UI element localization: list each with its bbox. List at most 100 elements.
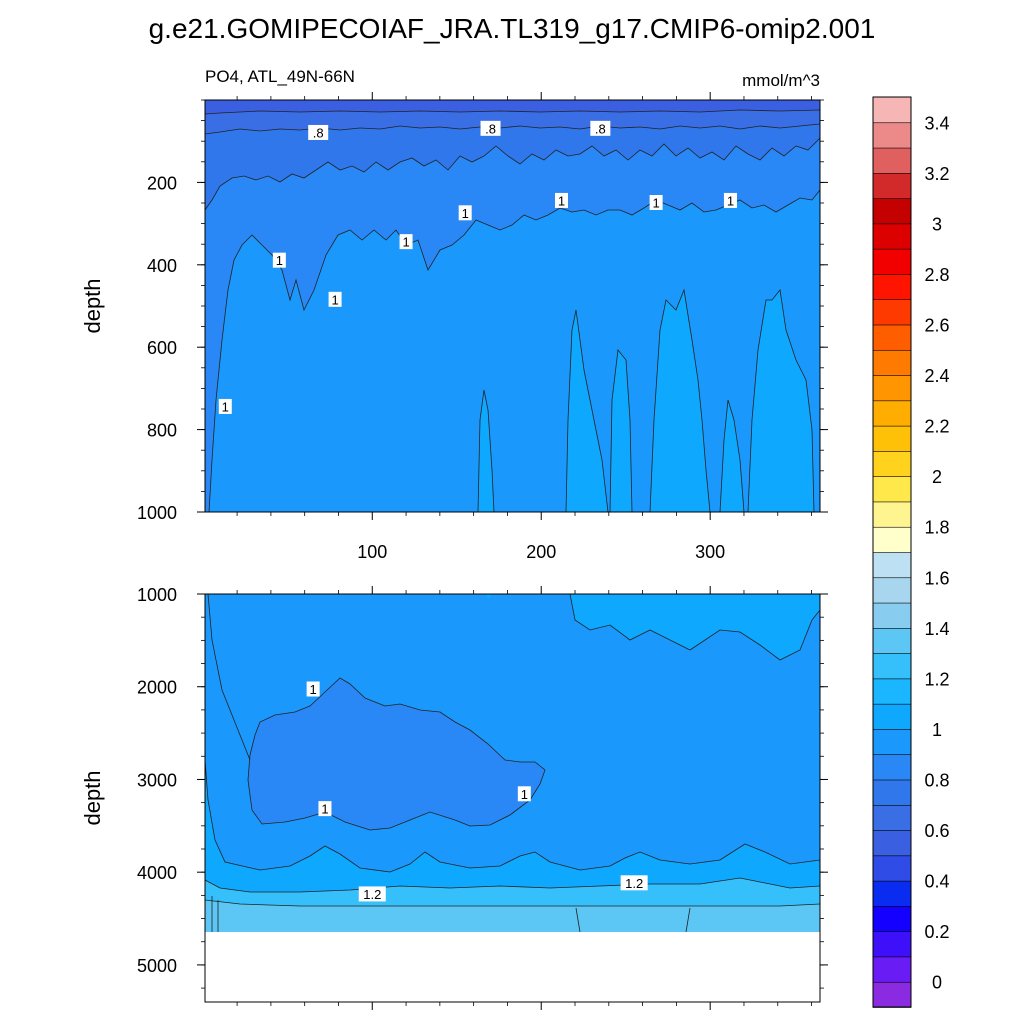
top-axis-ticks: 200 400 600 800 1000 100 200 300 [137, 92, 828, 562]
bottom-contour-label-text: 1.2 [625, 876, 643, 891]
bottom-contour-label-box [517, 786, 531, 802]
bottom-contour-label-text: 1 [310, 682, 317, 697]
top-ylabel: depth [80, 278, 105, 333]
bottom-contour-lines [205, 594, 820, 933]
top-fill-0.9 [205, 100, 820, 512]
colorbar-label: 2.4 [924, 366, 949, 386]
bottom-contour-label: 1.2 [358, 886, 386, 902]
colorbar-label: 0.8 [924, 771, 949, 791]
colorbar-label: 2 [932, 467, 942, 487]
bottom-axis-ticks: 1000 2000 3000 4000 5000 [137, 585, 828, 1010]
colorbar-swatch [872, 930, 912, 958]
top-contour-line-0.7 [205, 123, 820, 135]
top-contour-label: .8 [308, 124, 329, 140]
top-contour-label-box [723, 192, 737, 208]
top-contour-label-box [328, 291, 342, 307]
colorbar-label: 0.6 [924, 821, 949, 841]
colorbar-swatch [872, 779, 912, 806]
colorbar-label: 1 [932, 720, 942, 740]
top-ytick-label: 1000 [137, 503, 177, 523]
top-contour-label-box [649, 195, 663, 210]
colorbar-label: 1.6 [924, 568, 949, 588]
top-contour-label-text: 1 [558, 193, 565, 208]
colorbar-swatch [872, 172, 912, 199]
top-contour-label-text: 1 [402, 235, 409, 250]
top-ytick-label: 400 [147, 256, 177, 276]
bottom-fill-1.3 [205, 900, 820, 932]
bottom-contour-label-box [306, 681, 320, 697]
bottom-contour-line-1.3 [205, 899, 820, 907]
colorbar-swatch [872, 576, 912, 604]
top-contour-label: 1 [399, 234, 413, 250]
top-fill-0.6 [205, 100, 820, 114]
top-ytick-label: 200 [147, 173, 177, 193]
bottom-contour-label: 1 [517, 786, 531, 802]
colorbar-swatch [872, 602, 912, 629]
top-xtick-label: 300 [695, 542, 725, 562]
colorbar-swatch [872, 248, 912, 275]
top-ytick-label: 600 [147, 338, 177, 358]
top-contour-label-box [590, 120, 611, 136]
bottom-fill-0.9 [248, 678, 545, 830]
bottom-contour-line-verticals [211, 896, 691, 933]
colorbar-label: 0 [932, 973, 942, 993]
top-contour-label: 1 [458, 205, 472, 221]
colorbar-label: 2.2 [924, 417, 949, 437]
top-contour-label-box [308, 124, 329, 140]
colorbar-label: 2.6 [924, 316, 949, 336]
top-contour-label-text: 1 [462, 206, 469, 221]
bottom-contour-labels: 1 1 1 1.2 1.2 [306, 681, 648, 902]
top-contour-label: 1 [328, 291, 342, 307]
colorbar-swatch [872, 956, 912, 983]
bottom-contour-label: 1 [318, 801, 332, 817]
top-contour-line-1.1 [477, 288, 815, 512]
top-contour-label: .8 [590, 120, 611, 136]
colorbar-label: 1.4 [924, 619, 949, 639]
bottom-ytick-label: 2000 [137, 678, 177, 698]
bottom-ytick-label: 1000 [137, 585, 177, 605]
top-contour-label-text: .8 [595, 121, 606, 136]
colorbar-swatch [872, 501, 912, 528]
colorbar-swatch [872, 223, 912, 250]
top-contour-label-text: .8 [313, 125, 324, 140]
top-contour-label: 1 [554, 192, 568, 208]
bottom-contour-line-1.2 [205, 877, 820, 893]
colorbar-swatch [872, 804, 912, 831]
bottom-contour-label-box [318, 801, 332, 817]
colorbar-swatch [872, 551, 912, 579]
bottom-fill-1.1-top [486, 594, 820, 660]
colorbar-swatch [872, 753, 912, 781]
bottom-contour-label-box [358, 886, 386, 902]
top-panel-units: mmol/m^3 [742, 71, 820, 90]
colorbar-swatch [872, 298, 912, 326]
colorbar-swatch [872, 475, 912, 503]
colorbar-label: 3.4 [924, 113, 949, 133]
colorbar-swatch [872, 273, 912, 301]
colorbar-swatch [872, 400, 912, 427]
colorbar-swatch [872, 829, 912, 857]
colorbar-label: 1.2 [924, 669, 949, 689]
colorbar-swatch [872, 425, 912, 452]
top-xtick-label: 100 [357, 542, 387, 562]
bottom-contour-line-1.1-top [569, 594, 820, 661]
top-contour-lines [205, 109, 820, 512]
colorbar-swatch [872, 703, 912, 730]
top-contour-label-box [480, 120, 501, 136]
top-contour-line-0.8 [205, 137, 820, 211]
colorbar-swatch [872, 450, 912, 477]
top-contour-labels: .8 .8 .8 1 1 1 1 1 1 1 1 [218, 120, 737, 414]
colorbar-label: 3.2 [924, 164, 949, 184]
colorbar-swatch [872, 96, 912, 124]
top-contour-line-0.6 [205, 109, 820, 115]
colorbar-swatch [872, 880, 912, 907]
colorbar-swatch [872, 905, 912, 932]
colorbar-swatch [872, 678, 912, 705]
bottom-plot-frame [204, 593, 821, 1003]
bottom-ytick-label: 3000 [137, 770, 177, 790]
colorbar-swatch [872, 855, 912, 882]
top-contour-label-text: 1 [727, 193, 734, 208]
colorbar-swatch [872, 197, 912, 225]
top-contour-label-text: 1 [331, 292, 338, 307]
top-contour-label-text: 1 [652, 196, 659, 211]
top-xtick-label: 200 [526, 542, 556, 562]
